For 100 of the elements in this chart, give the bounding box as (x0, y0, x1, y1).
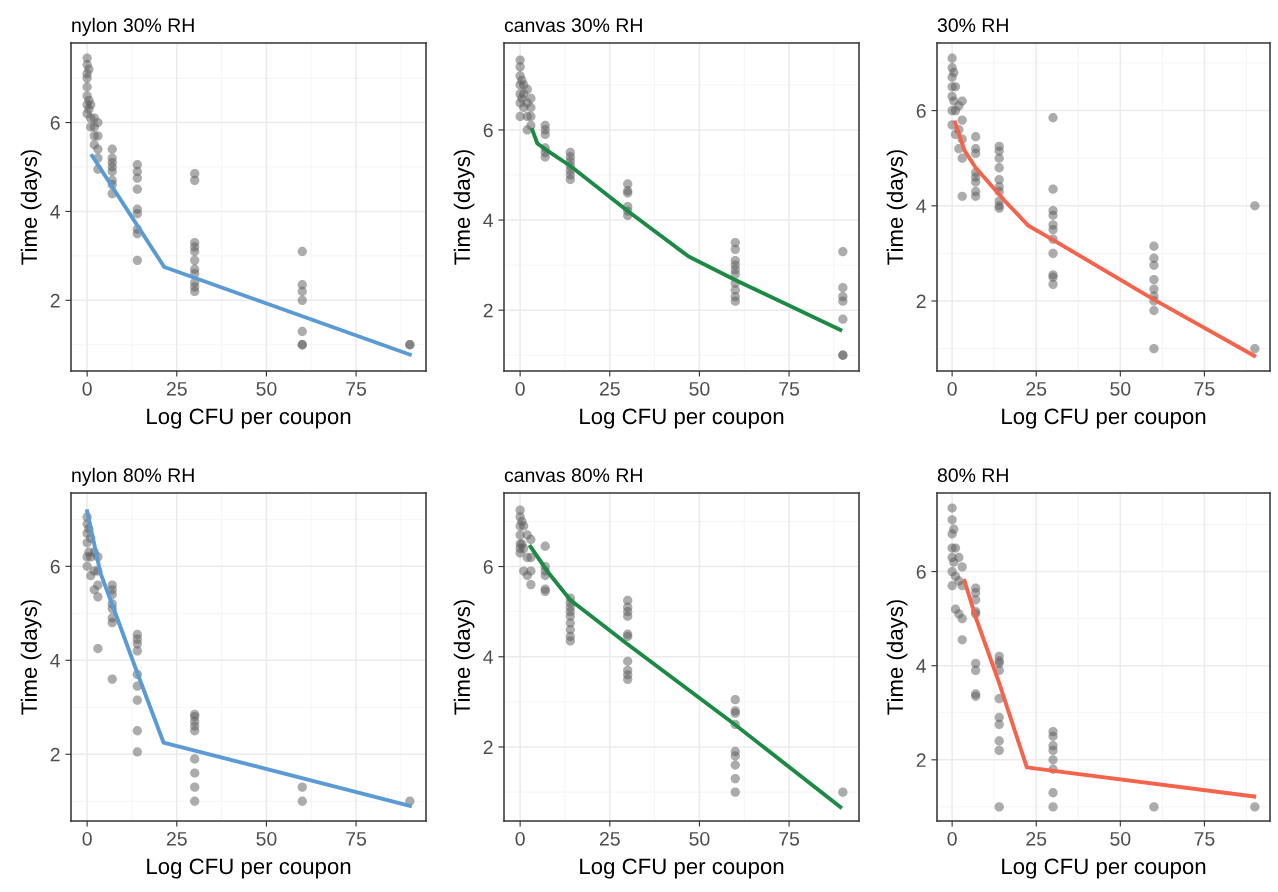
x-axis-title: Log CFU per coupon (1002, 408, 1206, 429)
point (838, 296, 848, 306)
x-axis-title: Log CFU per coupon (580, 408, 784, 429)
point (1048, 755, 1058, 765)
y-tick-label: 4 (50, 653, 61, 668)
point (82, 561, 92, 571)
point (730, 244, 740, 255)
point (1048, 788, 1058, 798)
point (526, 102, 536, 113)
point (957, 562, 967, 572)
x-tick-label: 50 (1110, 381, 1131, 396)
point (1048, 248, 1058, 259)
y-axis-title: Time (days) (20, 600, 42, 715)
y-tick-label: 2 (916, 753, 926, 767)
point (957, 115, 967, 125)
point (84, 64, 94, 74)
x-tick-label: 75 (346, 832, 367, 846)
point (82, 73, 92, 83)
point (190, 796, 200, 806)
point (1149, 274, 1159, 285)
x-tick-label: 0 (947, 831, 957, 846)
point (957, 613, 967, 624)
point (522, 84, 532, 95)
point (950, 82, 961, 92)
point (994, 745, 1004, 756)
x-tick-label: 75 (346, 382, 367, 396)
y-tick-label: 2 (483, 303, 493, 318)
point (730, 760, 740, 770)
point (297, 286, 307, 297)
point (93, 117, 103, 128)
point (190, 726, 200, 736)
point (519, 521, 529, 531)
point (526, 579, 536, 590)
y-tick-label: 2 (483, 740, 493, 755)
point (519, 543, 529, 554)
x-tick-label: 50 (1110, 831, 1131, 846)
x-axis-title: Log CFU per coupon (580, 858, 784, 879)
y-tick-label: 2 (50, 747, 60, 762)
point (838, 314, 848, 324)
point (971, 148, 981, 159)
point (190, 768, 200, 778)
point (565, 636, 575, 646)
point (540, 541, 550, 551)
point (838, 246, 848, 257)
point (838, 282, 848, 293)
point (1250, 343, 1260, 354)
point (1048, 224, 1058, 235)
point (297, 796, 307, 806)
point (297, 326, 307, 337)
chart-title: 80% RH (937, 468, 1008, 483)
point (957, 191, 967, 201)
y-axis-title: Time (days) (453, 150, 475, 265)
point (107, 674, 117, 684)
point (132, 255, 142, 265)
x-tick-label: 0 (947, 381, 957, 396)
chart-title: nylon 80% RH (72, 467, 194, 486)
point (297, 295, 307, 305)
point (1149, 241, 1159, 251)
point (526, 552, 536, 563)
point (526, 534, 536, 545)
point (954, 552, 964, 563)
x-tick-label: 75 (779, 382, 800, 396)
point (515, 62, 525, 72)
x-tick-label: 25 (166, 381, 187, 396)
x-tick-label: 25 (599, 381, 620, 396)
point (1048, 113, 1058, 123)
point (107, 166, 117, 177)
point (132, 184, 142, 194)
point (190, 782, 200, 792)
point (540, 152, 550, 162)
point (957, 96, 967, 106)
point (86, 100, 96, 110)
point (994, 802, 1004, 812)
point (730, 751, 740, 761)
point (1250, 802, 1260, 812)
point (540, 129, 550, 140)
point (730, 694, 740, 705)
point (1048, 802, 1058, 812)
point (93, 131, 103, 141)
point (93, 643, 103, 654)
y-tick-label: 6 (483, 123, 493, 138)
point (949, 67, 959, 78)
y-tick-label: 6 (916, 565, 926, 579)
point (82, 82, 92, 92)
x-axis-title: Log CFU per coupon (1002, 858, 1206, 879)
x-tick-label: 75 (1194, 832, 1215, 846)
x-tick-label: 0 (82, 381, 92, 396)
point (947, 515, 957, 525)
point (526, 111, 536, 122)
x-tick-label: 25 (599, 831, 620, 846)
point (297, 782, 307, 792)
point (947, 581, 957, 591)
x-axis-title: Log CFU per coupon (147, 408, 351, 429)
point (297, 246, 307, 257)
y-axis-title: Time (days) (886, 600, 908, 715)
x-tick-label: 0 (515, 381, 525, 396)
point (957, 635, 967, 645)
y-tick-label: 4 (916, 199, 927, 213)
point (132, 209, 142, 219)
point (950, 543, 961, 553)
